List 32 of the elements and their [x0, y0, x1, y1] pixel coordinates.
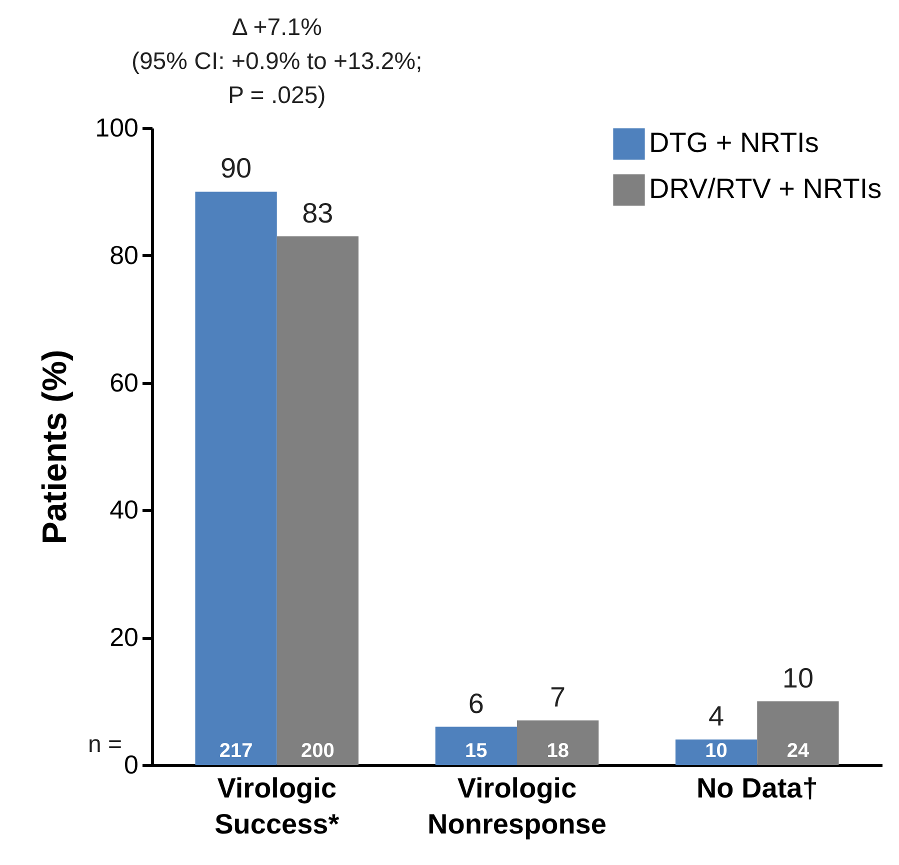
data-label: 4: [708, 700, 724, 732]
legend-label: DRV/RTV + NRTIs: [649, 173, 882, 204]
annotation: 24: [786, 740, 810, 762]
bar: [276, 236, 359, 765]
x-tick-label: Virologic Nonresponse: [428, 772, 606, 840]
text: Δ +7.1% (95% CI: +0.9% to +13.2%; P = .025): [131, 14, 422, 109]
annotation: 10: [705, 740, 728, 762]
y-tick-label: 80: [110, 240, 138, 270]
data-label: 6: [468, 688, 484, 719]
bar: [757, 701, 839, 765]
data-label: 83: [302, 197, 334, 228]
y-tick-label: 0: [124, 750, 138, 780]
annotation: 15: [465, 740, 488, 762]
annotation: 217: [219, 740, 253, 762]
y-tick-label: 60: [110, 367, 138, 398]
legend-label: DTG + NRTIs: [649, 127, 819, 158]
annotation: 200: [301, 740, 334, 762]
x-tick-label: No Data†: [696, 772, 818, 804]
y-axis-title: Patients (%): [36, 350, 74, 544]
y-tick-label: 20: [110, 622, 138, 652]
data-label: 7: [550, 681, 566, 712]
bar: [517, 720, 599, 765]
bar: [195, 192, 277, 765]
annotation: 18: [546, 740, 569, 762]
data-label: 10: [782, 662, 814, 694]
y-tick-label: 40: [110, 494, 138, 525]
text: n =: [88, 731, 122, 758]
y-tick-label: 100: [95, 112, 138, 142]
bar: [435, 726, 517, 765]
bar: [675, 740, 758, 765]
data-label: 90: [220, 152, 252, 184]
x-tick-label: Virologic Success*: [214, 772, 340, 840]
